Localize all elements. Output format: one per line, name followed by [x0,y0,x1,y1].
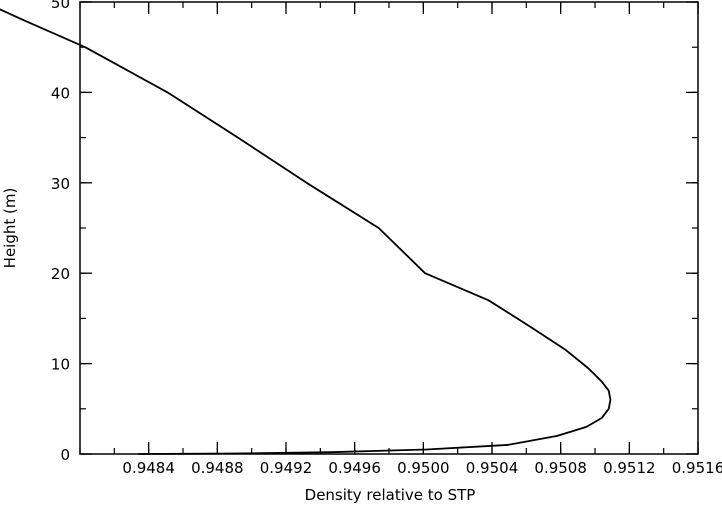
y-tick-label: 20 [51,265,70,283]
x-tick-label: 0.9512 [603,459,656,477]
series-layer [0,8,612,455]
y-tick-label: 0 [60,446,70,464]
x-axis: 0.9484 0.9488 0.9492 0.9496 0.9500 0.9504 0.95… [79,2,722,477]
x-tick-label: 0.9516 [672,459,722,477]
x-tick-label: 0.9488 [191,459,244,477]
y-axis: 0 10 20 30 40 50 [51,0,698,464]
x-tick-label: 0.9492 [260,459,313,477]
y-tick-label: 40 [51,84,70,102]
x-tick-label: 0.9508 [534,459,587,477]
x-tick-label: 0.9496 [328,459,381,477]
y-tick-label: 10 [51,356,70,374]
y-tick-label: 30 [51,175,70,193]
series-line [0,8,612,455]
x-axis-title: Density relative to STP [305,486,476,504]
y-tick-label: 50 [51,0,70,12]
x-tick-label: 0.9484 [122,459,175,477]
y-axis-title: Height (m) [1,188,19,269]
x-tick-label: 0.9500 [397,459,450,477]
x-tick-label: 0.9504 [466,459,519,477]
